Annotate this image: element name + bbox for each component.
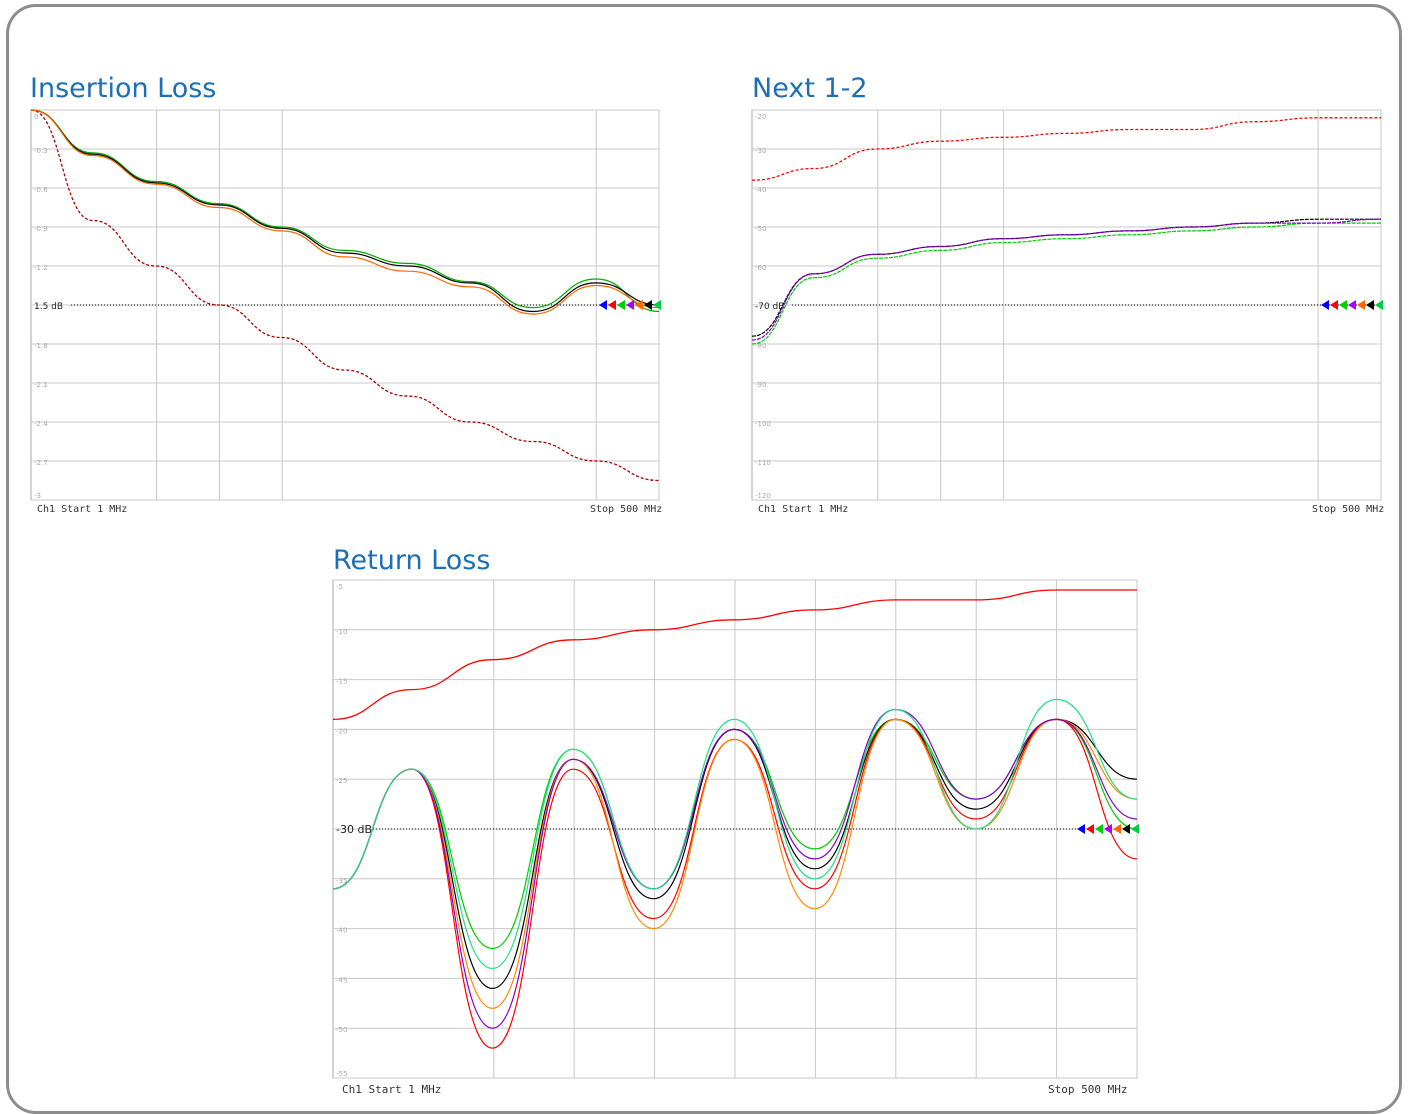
next-title: Next 1-2	[752, 73, 868, 104]
y-tick-label: -15	[336, 678, 347, 686]
next-chart: -20 -30 -40 -50 -60 -70 dB -80 -90 -100 -110 -120	[751, 109, 1383, 501]
y-tick-label: -100	[755, 420, 771, 428]
y-tick-label: -120	[755, 492, 771, 500]
y-tick-label: -5	[336, 583, 343, 591]
marker-triangle	[1077, 824, 1085, 834]
next-stop-label: Stop 500 MHz	[1312, 504, 1385, 515]
insertion-loss-start-label: Ch1 Start 1 MHz	[37, 504, 128, 515]
y-tick-label: -40	[755, 186, 766, 194]
return-loss-chart: -5 -10 -15 -20 -25 -30 dB -35 -40 -45 -50 -55	[332, 579, 1139, 1079]
series-line-1	[751, 222, 1381, 345]
y-tick-label: 0	[34, 113, 38, 121]
marker-triangle	[1339, 300, 1347, 310]
series-line-1	[30, 109, 660, 313]
y-tick-label: -3	[34, 492, 41, 500]
marker-triangle	[1113, 824, 1121, 834]
reference-label: -70 dB	[755, 302, 784, 312]
marker-triangle	[1321, 300, 1329, 310]
reference-label: 1.5 dB	[34, 302, 63, 312]
insertion-loss-chart: 0 -0.3 -0.6 -0.9 -1.2 1.5 dB -1.8 -2.1 -2.4 -2.7 -…	[30, 109, 661, 501]
series-line-1	[332, 718, 1138, 990]
marker-triangle	[608, 300, 616, 310]
insertion-loss-title: Insertion Loss	[30, 73, 217, 104]
y-tick-label: -20	[755, 113, 766, 121]
return-loss-stop-label: Stop 500 MHz	[1048, 1083, 1128, 1096]
y-tick-label: -50	[336, 1026, 347, 1034]
y-tick-label: -20	[336, 727, 347, 735]
next-start-label: Ch1 Start 1 MHz	[758, 504, 849, 515]
y-tick-label: -110	[755, 459, 771, 467]
next-plot: -20 -30 -40 -50 -60 -70 dB -80 -90 -100 -110 -120	[751, 109, 1383, 501]
marker-triangle	[644, 300, 652, 310]
y-tick-label: -10	[336, 628, 347, 636]
series-line-2	[751, 218, 1382, 341]
y-tick-label: -1.2	[34, 264, 48, 272]
y-tick-label: -40	[336, 927, 347, 935]
y-tick-label: -0.3	[34, 147, 48, 155]
marker-triangle	[635, 300, 643, 310]
y-tick-label: -60	[755, 264, 766, 272]
marker-triangle	[1104, 824, 1112, 834]
y-tick-label: -90	[755, 381, 766, 389]
y-tick-label: -45	[336, 976, 347, 984]
marker-triangle	[617, 300, 625, 310]
y-tick-label: -25	[336, 777, 347, 785]
y-tick-label: -2.4	[34, 420, 48, 428]
y-tick-label: -2.1	[34, 381, 48, 389]
marker-triangle	[599, 300, 607, 310]
marker-triangle	[653, 300, 661, 310]
series-line-0	[30, 109, 660, 313]
reference-label: -30 dB	[336, 823, 372, 836]
marker-triangle	[1122, 824, 1130, 834]
y-tick-label: -35	[336, 877, 347, 885]
y-tick-label: -0.6	[34, 186, 48, 194]
insertion-loss-stop-label: Stop 500 MHz	[590, 504, 663, 515]
series-line-0	[751, 218, 1381, 337]
y-tick-label: -55	[336, 1070, 347, 1078]
y-tick-label: -0.9	[34, 225, 48, 233]
y-tick-label: -2.7	[34, 459, 48, 467]
y-tick-label: -1.8	[34, 342, 48, 350]
series-line-4	[332, 708, 1138, 1029]
marker-triangle	[1348, 300, 1356, 310]
limit-line	[751, 117, 1381, 181]
marker-triangle	[1357, 300, 1365, 310]
series-line-5	[332, 698, 1138, 970]
return-loss-start-label: Ch1 Start 1 MHz	[342, 1083, 442, 1096]
marker-triangle	[1366, 300, 1374, 310]
y-tick-label: -50	[755, 225, 766, 233]
insertion-loss-plot: 0 -0.3 -0.6 -0.9 -1.2 1.5 dB -1.8 -2.1 -2.4 -2.7 -…	[30, 109, 661, 501]
return-loss-plot: -5 -10 -15 -20 -25 -30 dB -35 -40 -45 -50 -55	[332, 579, 1139, 1079]
limit-line	[332, 589, 1137, 721]
marker-triangle	[1330, 300, 1338, 310]
limit-line	[30, 109, 660, 482]
marker-triangle	[1131, 824, 1139, 834]
return-loss-title: Return Loss	[333, 545, 491, 576]
series-line-2	[30, 109, 660, 315]
marker-triangle	[626, 300, 634, 310]
y-tick-label: -30	[755, 147, 766, 155]
marker-triangle	[1086, 824, 1094, 834]
marker-triangle	[1375, 300, 1383, 310]
y-tick-label: -80	[755, 342, 766, 350]
marker-triangle	[1095, 824, 1103, 834]
